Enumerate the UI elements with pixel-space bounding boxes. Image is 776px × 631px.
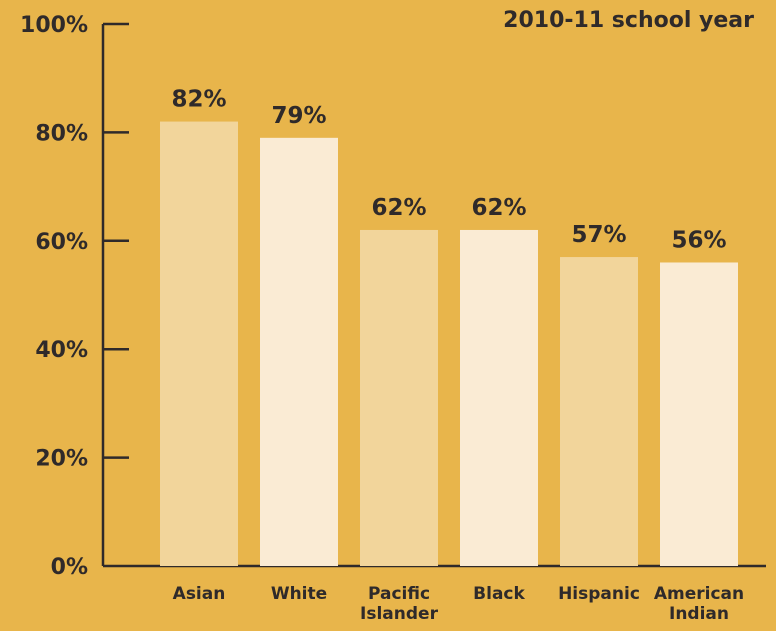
bar — [660, 262, 738, 566]
x-tick-label: Hispanic — [558, 584, 640, 604]
bar-value-label: 79% — [271, 103, 326, 129]
y-tick-label: 100% — [20, 13, 88, 38]
bar-value-label: 62% — [471, 195, 526, 221]
y-tick-label: 20% — [35, 447, 88, 472]
value-labels: 82% 79% 62% 62% 57% 56% — [171, 87, 726, 254]
bar — [160, 121, 238, 566]
y-tick-label: 0% — [51, 555, 88, 580]
y-tick-label: 60% — [35, 230, 88, 255]
chart-title: 2010-11 school year — [503, 8, 754, 33]
bar-value-label: 56% — [671, 227, 726, 253]
bar-value-label: 62% — [371, 195, 426, 221]
bars — [160, 121, 738, 566]
bar — [360, 229, 438, 566]
x-tick-label: Black — [473, 584, 525, 604]
x-tick-label: Asian — [173, 584, 226, 604]
x-axis-labels: Asian White Pacific Islander Black Hispanic Am… — [173, 584, 744, 624]
x-tick-label: White — [271, 584, 327, 604]
bar — [260, 137, 338, 566]
bar — [460, 229, 538, 566]
bar-value-label: 57% — [571, 222, 626, 248]
y-tick-label: 80% — [35, 121, 88, 146]
bar — [560, 257, 638, 566]
x-tick-label: American Indian — [654, 584, 744, 624]
x-tick-label: Pacific Islander — [360, 584, 439, 624]
bar-value-label: 82% — [171, 87, 226, 113]
y-tick-label: 40% — [35, 338, 88, 363]
